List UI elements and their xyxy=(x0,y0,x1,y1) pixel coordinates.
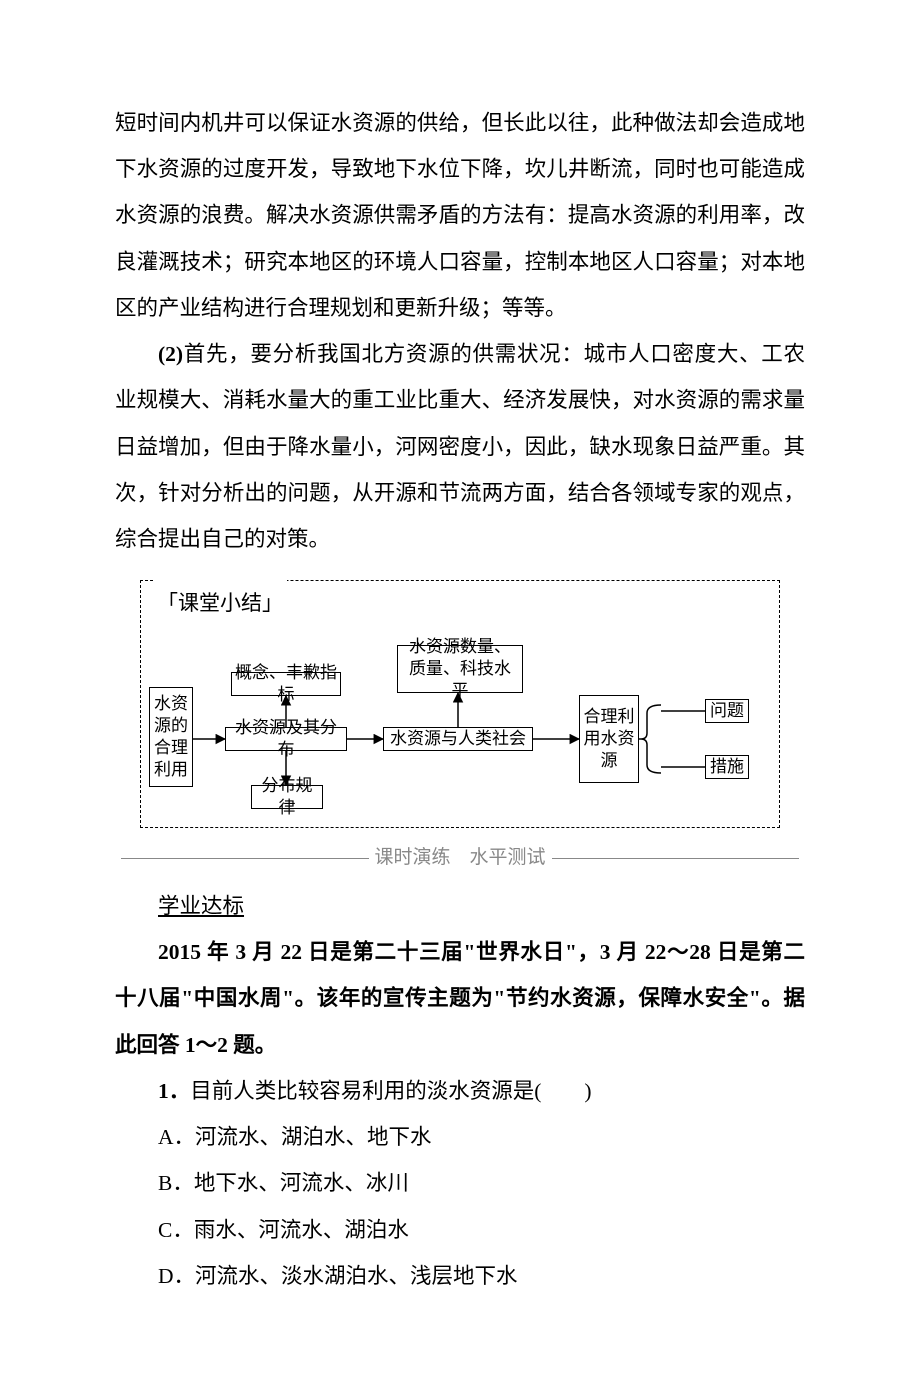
node-problem: 问题 xyxy=(705,699,749,723)
q1-opt-a: A．河流水、湖泊水、地下水 xyxy=(115,1114,805,1160)
diagram-dashed-frame: 课堂小结 水资源的合理利用 概念、丰歉指标 水资源及其分布 分布规律 水资源数量… xyxy=(140,580,780,828)
diagram-canvas: 水资源的合理利用 概念、丰歉指标 水资源及其分布 分布规律 水资源数量、质量、科… xyxy=(149,627,773,817)
class-summary-diagram: 课堂小结 水资源的合理利用 概念、丰歉指标 水资源及其分布 分布规律 水资源数量… xyxy=(140,580,780,828)
node-dist-top: 水资源及其分布 xyxy=(225,727,347,751)
q1-body: 目前人类比较容易利用的淡水资源是( ) xyxy=(190,1079,591,1103)
node-measure: 措施 xyxy=(705,755,749,779)
q1-opt-c: C．雨水、河流水、湖泊水 xyxy=(115,1207,805,1253)
divider-label: 课时演练 水平测试 xyxy=(375,838,546,879)
p2-body: 首先，要分析我国北方资源的供需状况：城市人口密度大、工农业规模大、消耗水量大的重… xyxy=(115,342,805,551)
section-head: 学业达标 xyxy=(115,883,805,929)
node-dist-law: 分布规律 xyxy=(251,785,323,809)
node-qual: 水资源数量、质量、科技水平 xyxy=(397,645,523,693)
diagram-title: 课堂小结 xyxy=(153,579,287,628)
question-stem: 2015 年 3 月 22 日是第二十三届"世界水日"，3 月 22～28 日是… xyxy=(115,929,805,1068)
node-concept: 概念、丰歉指标 xyxy=(231,672,341,696)
q1-opt-b: B．地下水、河流水、冰川 xyxy=(115,1160,805,1206)
node-society: 水资源与人类社会 xyxy=(383,727,533,751)
section-divider: 课时演练 水平测试 xyxy=(115,838,805,879)
section-head-text: 学业达标 xyxy=(158,894,244,918)
paragraph-1: 短时间内机井可以保证水资源的供给，但长此以往，此种做法却会造成地下水资源的过度开… xyxy=(115,100,805,331)
p2-prefix: (2) xyxy=(158,342,183,366)
q1-opt-d: D．河流水、淡水湖泊水、浅层地下水 xyxy=(115,1253,805,1299)
q1-num: 1． xyxy=(158,1079,190,1103)
node-root: 水资源的合理利用 xyxy=(149,687,193,787)
q1-text: 1．目前人类比较容易利用的淡水资源是( ) xyxy=(115,1068,805,1114)
node-reason: 合理利用水资源 xyxy=(579,695,639,783)
paragraph-2: (2)首先，要分析我国北方资源的供需状况：城市人口密度大、工农业规模大、消耗水量… xyxy=(115,331,805,562)
